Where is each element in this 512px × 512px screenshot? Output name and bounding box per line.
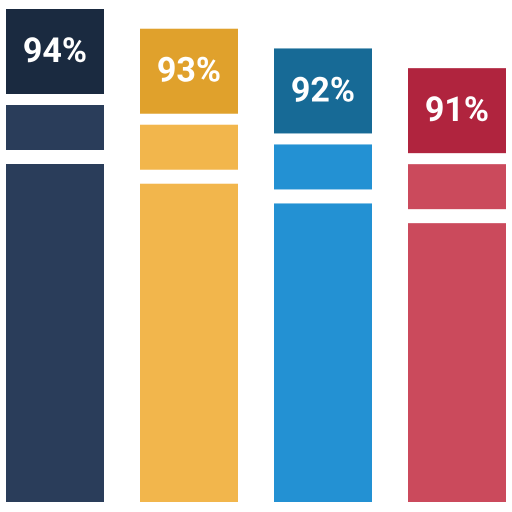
value-label: 94% [23,31,87,71]
value-label: 92% [291,70,355,110]
bar-segment [6,105,104,150]
value-label-box [274,48,372,134]
bar-base [408,223,506,502]
bar-base [274,203,372,502]
value-label-box [140,28,238,114]
bar-segment [408,164,506,210]
bar-segment [140,124,238,170]
value-label-box [6,9,104,94]
value-label: 91% [425,90,489,130]
bar-base [6,164,104,502]
value-label-box [408,68,506,154]
bar-segment [274,144,372,190]
value-label: 93% [157,51,221,91]
bar-base [140,183,238,502]
